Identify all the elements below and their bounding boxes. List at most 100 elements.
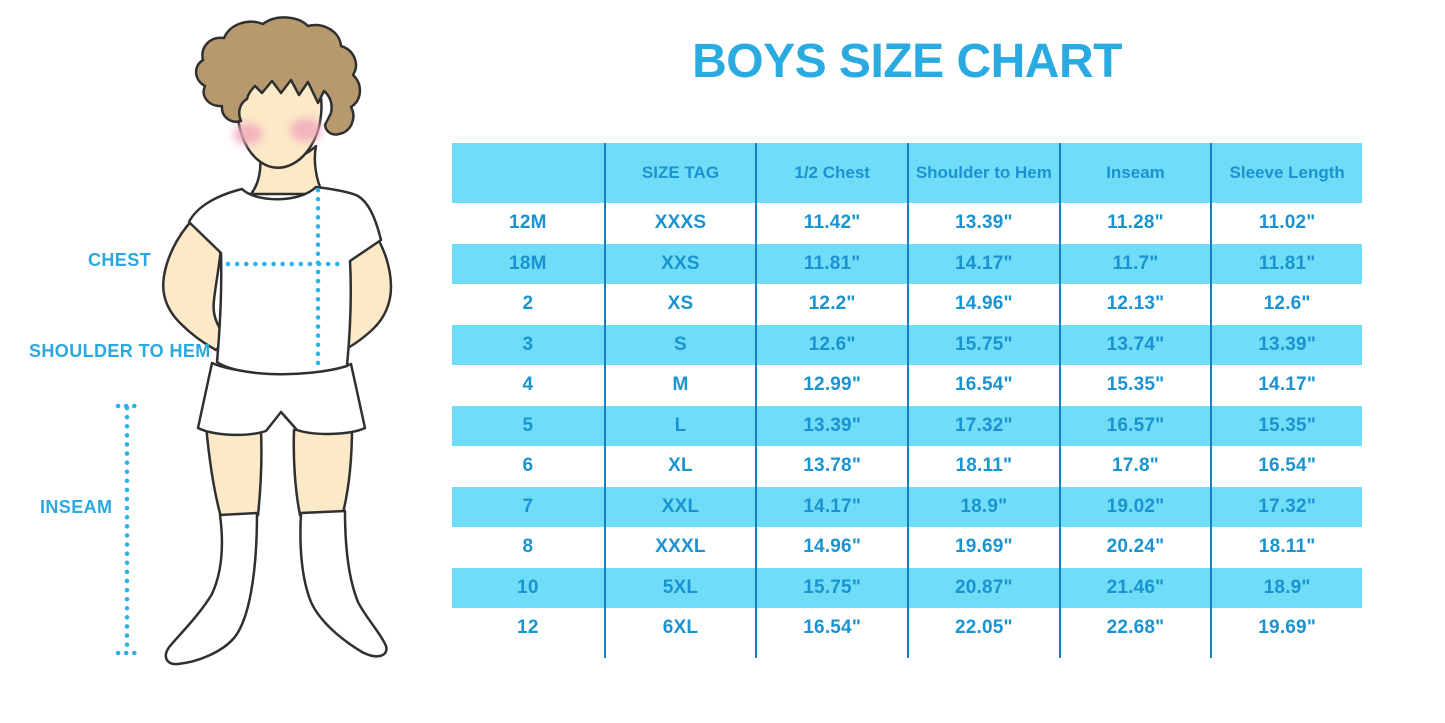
table-cell: 19.69"	[907, 527, 1059, 568]
table-cell: 19.69"	[1210, 608, 1362, 649]
table-row: 18M XXS 11.81" 14.17" 11.7" 11.81"	[452, 243, 1362, 284]
table-cell: 13.78"	[755, 446, 907, 487]
boy-left-sock	[164, 511, 259, 666]
table-cell: 12.13"	[1058, 284, 1211, 325]
header-cell-half-chest: 1/2 Chest	[755, 143, 907, 203]
table-cell: 15.75"	[907, 324, 1059, 365]
table-cell: 13.39"	[1210, 324, 1362, 365]
chest-label: CHEST	[88, 250, 152, 270]
table-cell: 11.42"	[755, 203, 907, 244]
boy-shirt	[187, 185, 383, 376]
boy-left-arm	[162, 211, 229, 352]
table-cell: 18.11"	[1210, 527, 1362, 568]
header-cell-inseam: Inseam	[1058, 143, 1211, 203]
row-size-label: 7	[452, 486, 604, 527]
boy-hair	[194, 16, 362, 136]
inseam-label: INSEAM	[40, 497, 113, 517]
table-cell: XXL	[603, 486, 756, 527]
table-row: 10 5XL 15.75" 20.87" 21.46" 18.9"	[452, 567, 1362, 608]
table-cell: 11.28"	[1058, 203, 1211, 244]
table-cell: 13.39"	[907, 203, 1059, 244]
table-cell: 16.57"	[1058, 405, 1211, 446]
size-table-header: SIZE TAG 1/2 Chest Shoulder to Hem Insea…	[452, 143, 1362, 203]
table-cell: XXXL	[603, 527, 756, 568]
table-cell: 14.17"	[1210, 365, 1362, 406]
boy-right-sock	[299, 509, 388, 658]
table-row: 5 L 13.39" 17.32" 16.57" 15.35"	[452, 405, 1362, 446]
row-size-label: 5	[452, 405, 604, 446]
table-cell: 14.17"	[907, 243, 1059, 284]
header-cell-shoulder-to-hem: Shoulder to Hem	[907, 143, 1059, 203]
table-cell: 18.11"	[907, 446, 1059, 487]
table-row: 7 XXL 14.17" 18.9" 19.02" 17.32"	[452, 486, 1362, 527]
row-size-label: 12M	[509, 212, 547, 234]
table-cell: XL	[603, 446, 756, 487]
table-cell: XS	[603, 284, 756, 325]
table-cell: 20.87"	[907, 567, 1059, 608]
table-cell: 15.35"	[1210, 405, 1362, 446]
page-title: BOYS SIZE CHART	[692, 35, 1122, 88]
table-cell: 16.54"	[907, 365, 1059, 406]
table-cell: 11.7"	[1058, 243, 1211, 284]
table-cell: 12.2"	[755, 284, 907, 325]
shoulder-to-hem-label: SHOULDER TO HEM	[29, 341, 211, 361]
table-cell: 21.46"	[1058, 567, 1211, 608]
table-cell: L	[603, 405, 756, 446]
table-row: 2 XS 12.2" 14.96" 12.13" 12.6"	[452, 284, 1362, 325]
boy-left-leg	[204, 423, 263, 519]
table-cell: 17.32"	[1210, 486, 1362, 527]
table-row: 6 XL 13.78" 18.11" 17.8" 16.54"	[452, 446, 1362, 487]
header-cell-blank	[452, 143, 604, 203]
row-size-label: 18M	[452, 243, 604, 284]
table-cell: 18.9"	[907, 486, 1059, 527]
table-cell: 16.54"	[1210, 446, 1362, 487]
table-cell: 22.05"	[907, 608, 1059, 649]
size-table-body: 12M XXXS 11.42" 13.39" 11.28" 11.02" 18M XXS 11.…	[452, 203, 1362, 649]
header-row: SIZE TAG 1/2 Chest Shoulder to Hem Insea…	[452, 143, 1362, 203]
table-cell: XXS	[603, 243, 756, 284]
table-cell: M	[603, 365, 756, 406]
table-cell: 12.6"	[755, 324, 907, 365]
table-row: 12M XXXS 11.42" 13.39" 11.28" 11.02"	[452, 203, 1362, 244]
table-cell: 18.9"	[1210, 567, 1362, 608]
size-table: SIZE TAG 1/2 Chest Shoulder to Hem Insea…	[452, 143, 1362, 658]
boy-blush-left	[233, 123, 263, 145]
table-row: 8 XXXL 14.96" 19.69" 20.24" 18.11"	[452, 527, 1362, 568]
table-cell: XXXS	[603, 203, 756, 244]
table-cell: 14.17"	[755, 486, 907, 527]
row-size-label: 10	[452, 567, 604, 608]
table-cell: 12.99"	[755, 365, 907, 406]
table-cell: 16.54"	[755, 608, 907, 649]
header-cell-size-tag: SIZE TAG	[603, 143, 756, 203]
table-cell: 5XL	[603, 567, 756, 608]
table-cell: 12.6"	[1210, 284, 1362, 325]
boy-blush-right	[290, 118, 322, 142]
boy-figure-illustration	[115, 16, 393, 666]
table-row: 3 S 12.6" 15.75" 13.74" 13.39"	[452, 324, 1362, 365]
table-row: 12 6XL 16.54" 22.05" 22.68" 19.69"	[452, 608, 1362, 649]
row-size-label: 6	[522, 455, 534, 477]
table-cell: 20.24"	[1058, 527, 1211, 568]
row-size-label: 8	[522, 536, 534, 558]
table-cell: 13.39"	[755, 405, 907, 446]
table-cell: 22.68"	[1058, 608, 1211, 649]
table-cell: 15.35"	[1058, 365, 1211, 406]
table-cell: 11.02"	[1210, 203, 1362, 244]
row-size-label: 2	[522, 293, 534, 315]
table-cell: 17.32"	[907, 405, 1059, 446]
table-cell: 6XL	[603, 608, 756, 649]
row-size-label: 4	[522, 374, 534, 396]
table-row: 4 M 12.99" 16.54" 15.35" 14.17"	[452, 365, 1362, 406]
table-cell: 17.8"	[1058, 446, 1211, 487]
table-cell: 19.02"	[1058, 486, 1211, 527]
table-cell: 14.96"	[907, 284, 1059, 325]
boy-right-leg	[292, 425, 354, 517]
table-cell: S	[603, 324, 756, 365]
header-cell-sleeve-length: Sleeve Length	[1210, 143, 1362, 203]
row-size-label: 3	[452, 324, 604, 365]
table-cell: 15.75"	[755, 567, 907, 608]
table-cell: 11.81"	[1210, 243, 1362, 284]
divider-extender-row	[452, 648, 1362, 658]
table-cell: 13.74"	[1058, 324, 1211, 365]
